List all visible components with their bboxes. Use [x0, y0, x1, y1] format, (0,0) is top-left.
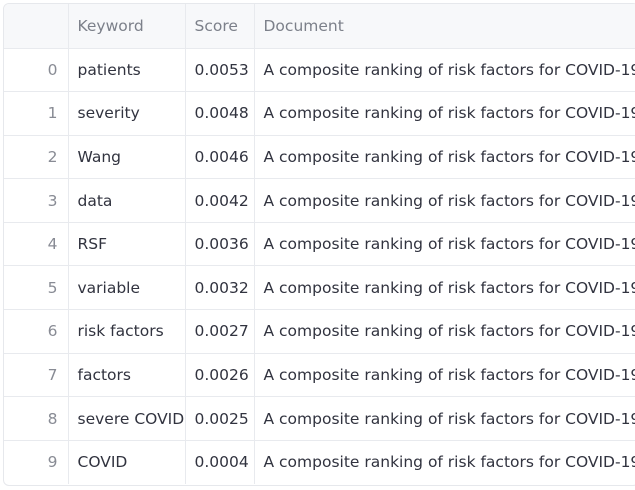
column-header-score[interactable]: Score	[185, 4, 255, 49]
score-cell[interactable]: 0.0053	[185, 48, 255, 93]
keyword-cell[interactable]: data	[68, 178, 186, 223]
table-row[interactable]: 2 Wang 0.0046 A composite ranking of ris…	[4, 135, 635, 180]
score-cell[interactable]: 0.0025	[185, 396, 255, 441]
document-cell[interactable]: A composite ranking of risk factors for …	[254, 440, 635, 484]
table-row[interactable]: 3 data 0.0042 A composite ranking of ris…	[4, 178, 635, 223]
row-index: 8	[4, 396, 69, 441]
keyword-cell[interactable]: Wang	[68, 135, 186, 180]
row-index: 1	[4, 91, 69, 136]
column-header-document[interactable]: Document	[254, 4, 635, 49]
document-cell[interactable]: A composite ranking of risk factors for …	[254, 48, 635, 93]
keyword-cell[interactable]: variable	[68, 265, 186, 311]
score-cell[interactable]: 0.0027	[185, 309, 255, 354]
keyword-cell[interactable]: factors	[68, 353, 186, 398]
row-index: 9	[4, 440, 69, 484]
document-cell[interactable]: A composite ranking of risk factors for …	[254, 135, 635, 180]
header-row: Keyword Score Document	[4, 4, 635, 49]
row-index: 6	[4, 309, 69, 354]
document-cell[interactable]: A composite ranking of risk factors for …	[254, 91, 635, 136]
row-index: 7	[4, 353, 69, 398]
row-index: 3	[4, 178, 69, 223]
column-header-keyword[interactable]: Keyword	[68, 4, 186, 49]
keyword-cell[interactable]: severity	[68, 91, 186, 136]
document-cell[interactable]: A composite ranking of risk factors for …	[254, 222, 635, 267]
document-cell[interactable]: A composite ranking of risk factors for …	[254, 265, 635, 311]
document-cell[interactable]: A composite ranking of risk factors for …	[254, 178, 635, 223]
column-header-index[interactable]	[4, 4, 69, 49]
table-row[interactable]: 8 severe COVID 0.0025 A composite rankin…	[4, 396, 635, 441]
row-index: 2	[4, 135, 69, 180]
keyword-cell[interactable]: risk factors	[68, 309, 186, 354]
score-cell[interactable]: 0.0032	[185, 265, 255, 311]
keyword-table: Keyword Score Document 0 patients 0.0053…	[4, 4, 635, 484]
table-row[interactable]: 6 risk factors 0.0027 A composite rankin…	[4, 309, 635, 354]
table-row[interactable]: 0 patients 0.0053 A composite ranking of…	[4, 48, 635, 93]
document-cell[interactable]: A composite ranking of risk factors for …	[254, 396, 635, 441]
table-row[interactable]: 9 COVID 0.0004 A composite ranking of ri…	[4, 440, 635, 484]
table-row[interactable]: 7 factors 0.0026 A composite ranking of …	[4, 353, 635, 398]
table-row[interactable]: 1 severity 0.0048 A composite ranking of…	[4, 91, 635, 136]
keyword-cell[interactable]: COVID	[68, 440, 186, 484]
table-row[interactable]: 5 variable 0.0032 A composite ranking of…	[4, 265, 635, 311]
document-cell[interactable]: A composite ranking of risk factors for …	[254, 353, 635, 398]
row-index: 5	[4, 265, 69, 311]
row-index: 0	[4, 48, 69, 93]
score-cell[interactable]: 0.0042	[185, 178, 255, 223]
data-grid[interactable]: Keyword Score Document 0 patients 0.0053…	[3, 3, 635, 486]
row-index: 4	[4, 222, 69, 267]
keyword-cell[interactable]: patients	[68, 48, 186, 93]
table-row[interactable]: 4 RSF 0.0036 A composite ranking of risk…	[4, 222, 635, 267]
score-cell[interactable]: 0.0026	[185, 353, 255, 398]
score-cell[interactable]: 0.0048	[185, 91, 255, 136]
score-cell[interactable]: 0.0036	[185, 222, 255, 267]
score-cell[interactable]: 0.0004	[185, 440, 255, 484]
document-cell[interactable]: A composite ranking of risk factors for …	[254, 309, 635, 354]
score-cell[interactable]: 0.0046	[185, 135, 255, 180]
keyword-cell[interactable]: RSF	[68, 222, 186, 267]
keyword-cell[interactable]: severe COVID	[68, 396, 186, 441]
